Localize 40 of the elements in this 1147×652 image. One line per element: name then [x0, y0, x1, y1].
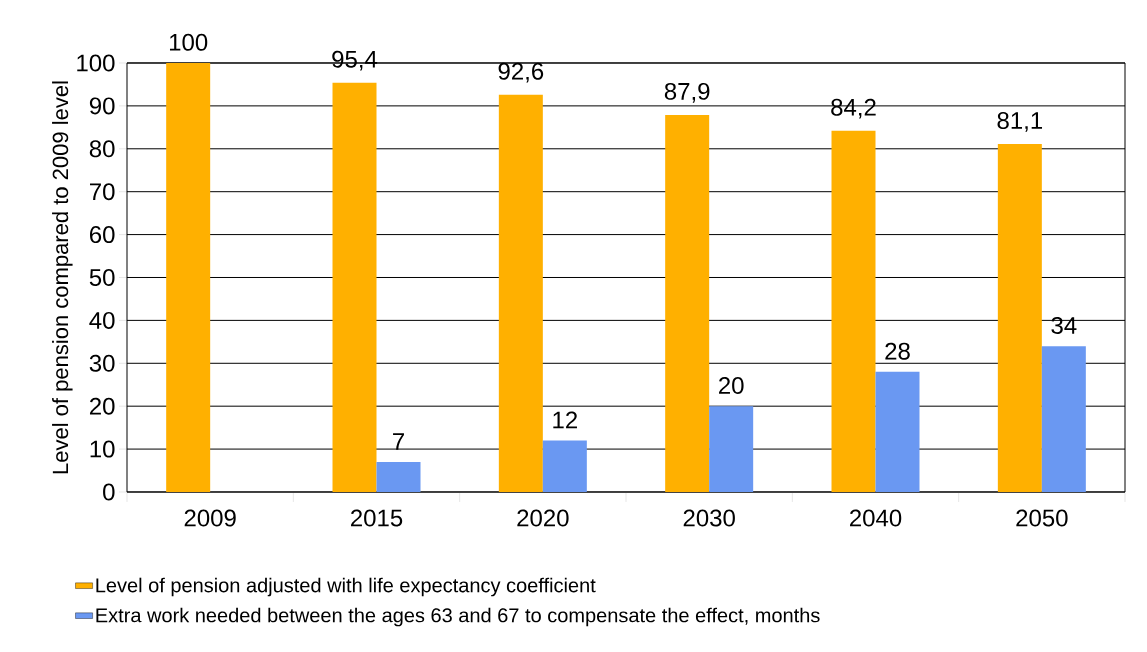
x-tick-label: 2009 [184, 509, 236, 527]
y-axis-title: Level of pension compared to 2009 level [52, 81, 73, 474]
y-tick-label: 10 [90, 440, 115, 458]
y-tick-label: 70 [90, 183, 115, 201]
data-label: 81,1 [997, 112, 1043, 132]
bar [376, 461, 421, 492]
bar [709, 406, 754, 492]
y-tick-label: 90 [89, 97, 115, 115]
y-tick-label: 20 [89, 397, 115, 415]
legend-label: Level of pension adjusted with life expectancy coefficient [96, 577, 596, 597]
y-tick-label: 30 [89, 354, 115, 372]
bar [332, 82, 377, 492]
data-label: 87,9 [664, 82, 710, 103]
bar [166, 62, 211, 492]
data-label: 100 [169, 33, 208, 51]
y-tick-label: 80 [89, 140, 115, 158]
x-tick-label: 2040 [850, 509, 902, 527]
x-tick-label: 2030 [683, 509, 735, 527]
x-tick-label: 2015 [351, 509, 403, 527]
y-tick-label: 40 [89, 311, 115, 329]
data-label: 7 [393, 433, 404, 450]
bar [542, 440, 587, 492]
data-label: 34 [1051, 316, 1077, 334]
bar [665, 114, 710, 492]
bar [498, 94, 543, 492]
x-tick-label: 2020 [517, 509, 569, 527]
y-tick-label: 100 [77, 54, 115, 72]
y-tick-label: 60 [90, 226, 115, 244]
bar [1041, 346, 1086, 492]
data-label: 92,6 [498, 62, 544, 83]
y-tick-label: 0 [103, 483, 115, 501]
bar [875, 371, 920, 492]
data-label: 20 [719, 377, 744, 394]
x-tick-label: 2050 [1016, 509, 1068, 527]
data-label: 12 [553, 411, 577, 429]
legend-label: Extra work needed between the ages 63 and 67 to compensate the effect, months [96, 607, 820, 627]
bar [997, 144, 1042, 492]
y-tick-label: 50 [89, 269, 115, 286]
bar [831, 130, 876, 492]
data-label: 28 [885, 342, 910, 360]
